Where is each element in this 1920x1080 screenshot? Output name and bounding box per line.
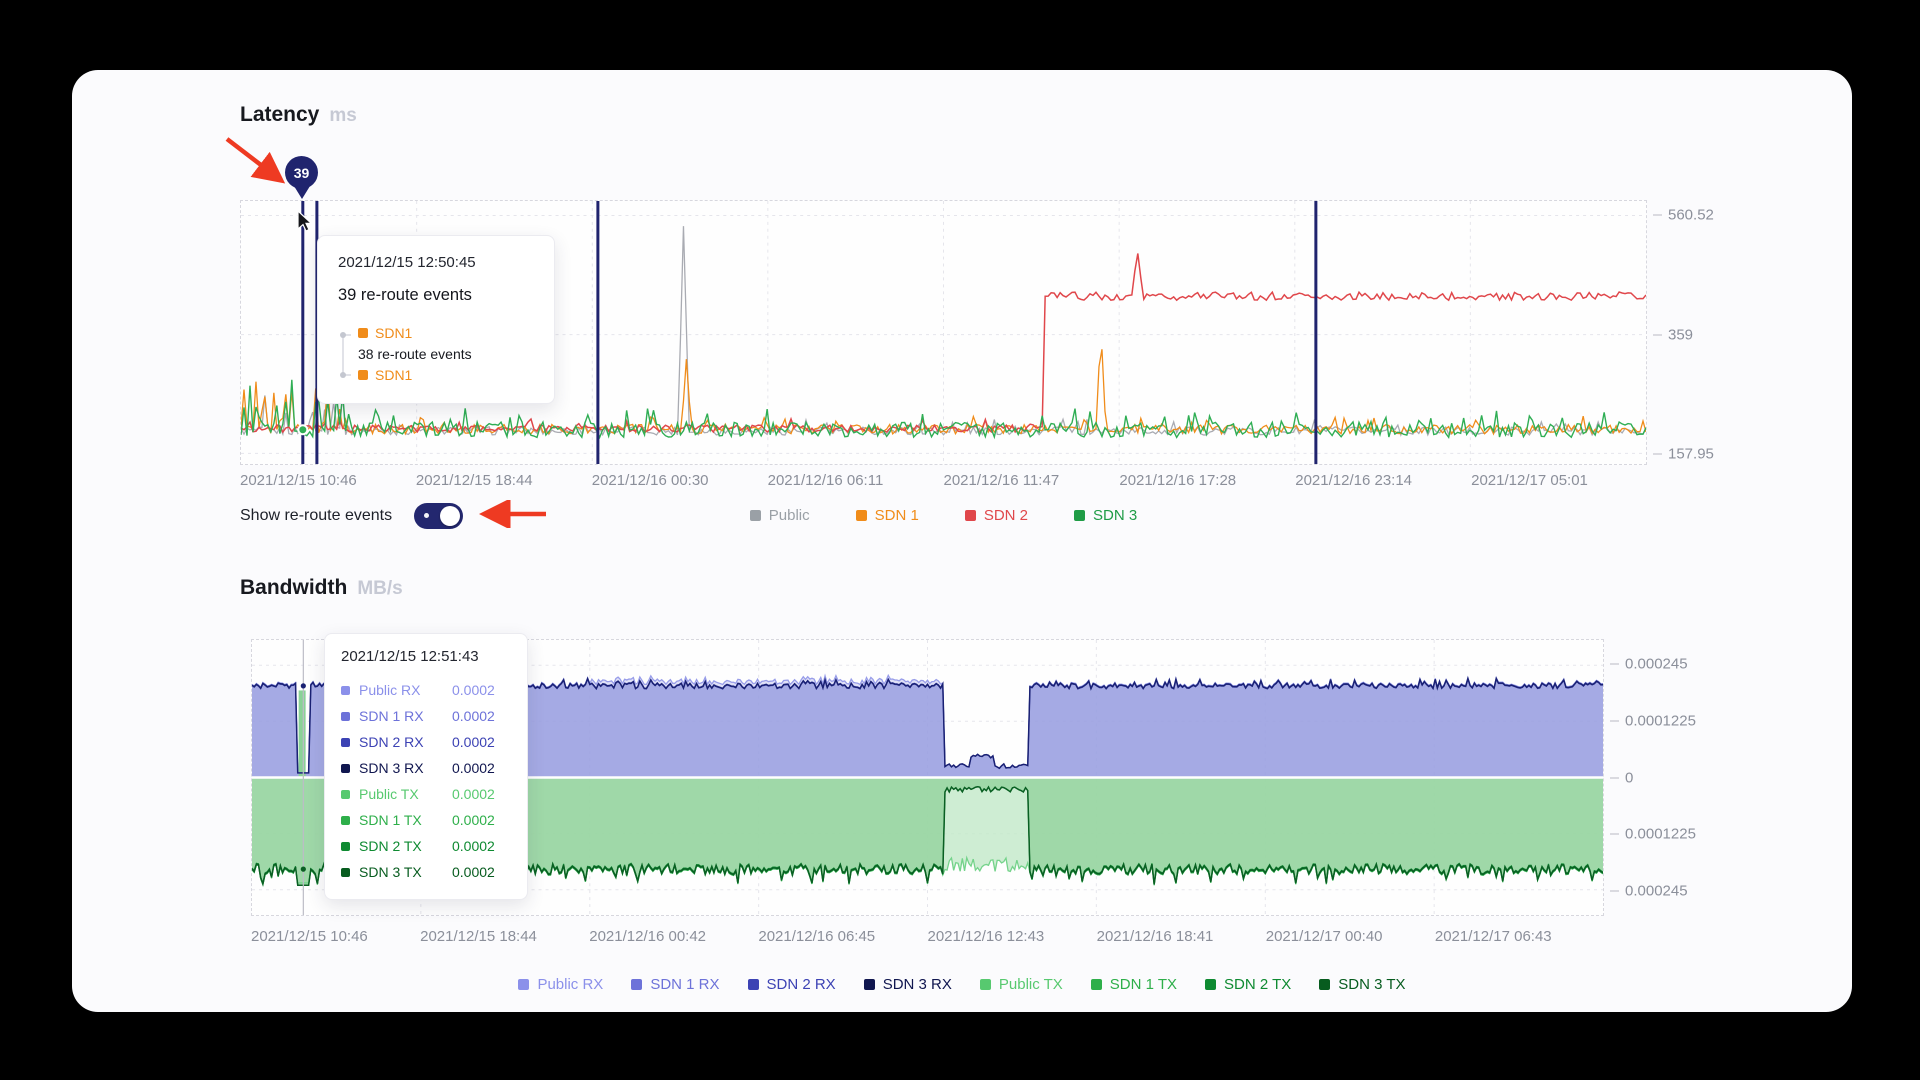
sdn1-swatch <box>358 328 368 338</box>
event-count-pin-tail <box>294 186 310 199</box>
latency-chart-canvas <box>241 201 1646 464</box>
legend-item-sdn1-tx[interactable]: SDN 1 TX <box>1090 976 1177 993</box>
bandwidth-ytick-1: 0.0001225 <box>1610 713 1696 730</box>
tooltip-row-sdn3-rx: SDN 3 RX 0.0002 <box>341 755 511 781</box>
bandwidth-title: Bandwidth MB/s <box>240 576 403 600</box>
latency-ytick-bottom: 157.95 <box>1653 446 1714 463</box>
legend-item-sdn2[interactable]: SDN 2 <box>964 507 1028 524</box>
latency-tooltip-headline: 39 re-route events <box>338 286 472 304</box>
latency-title-text: Latency <box>240 103 320 126</box>
latency-ytick-mid: 359 <box>1653 327 1693 344</box>
x-tick: 2021/12/17 06:43 <box>1434 928 1552 945</box>
x-tick: 2021/12/15 10:46 <box>240 472 357 489</box>
legend-item-public-rx[interactable]: Public RX <box>518 976 603 993</box>
tooltip-series-row: SDN1 <box>358 367 472 383</box>
tooltip-row-sdn2-tx: SDN 2 TX 0.0002 <box>341 833 511 859</box>
x-tick: 2021/12/16 12:43 <box>927 928 1045 945</box>
x-tick: 2021/12/15 18:44 <box>415 472 533 489</box>
legend-item-sdn3[interactable]: SDN 3 <box>1074 507 1137 524</box>
latency-ytick-top: 560.52 <box>1653 207 1714 224</box>
latency-tooltip-timestamp: 2021/12/15 12:50:45 <box>338 254 476 271</box>
bandwidth-ytick-4: 0.000245 <box>1610 883 1688 900</box>
bandwidth-tooltip-timestamp: 2021/12/15 12:51:43 <box>341 648 479 665</box>
bandwidth-title-text: Bandwidth <box>240 576 348 599</box>
toggle-knob <box>440 505 461 526</box>
tree-connector-icon <box>340 332 351 378</box>
tooltip-row-public-tx: Public TX 0.0002 <box>341 781 511 807</box>
x-tick: 2021/12/17 00:40 <box>1265 928 1383 945</box>
legend-item-sdn1-rx[interactable]: SDN 1 RX <box>631 976 720 993</box>
x-tick: 2021/12/16 23:14 <box>1295 472 1413 489</box>
x-tick: 2021/12/15 10:46 <box>251 928 368 945</box>
reroute-toggle[interactable] <box>414 502 464 529</box>
sdn1-swatch <box>358 370 368 380</box>
bandwidth-tooltip: 2021/12/15 12:51:43 Public RX 0.0002 SDN … <box>324 633 528 900</box>
legend-item-sdn3-tx[interactable]: SDN 3 TX <box>1319 976 1406 993</box>
latency-tooltip: 2021/12/15 12:50:45 39 re-route events S… <box>317 235 555 404</box>
tooltip-row-sdn1-tx: SDN 1 TX 0.0002 <box>341 807 511 833</box>
event-count-pin[interactable]: 39 <box>285 156 319 202</box>
bandwidth-ytick-2: 0 <box>1610 770 1633 787</box>
x-tick: 2021/12/16 06:45 <box>758 928 876 945</box>
latency-unit-label: ms <box>329 105 357 126</box>
x-tick: 2021/12/16 00:30 <box>591 472 709 489</box>
legend-item-sdn2-tx[interactable]: SDN 2 TX <box>1205 976 1291 993</box>
x-tick: 2021/12/15 18:44 <box>420 928 537 945</box>
x-tick: 2021/12/17 05:01 <box>1471 472 1588 489</box>
x-tick: 2021/12/16 18:41 <box>1096 928 1214 945</box>
legend-item-public-tx[interactable]: Public TX <box>979 976 1063 993</box>
x-tick: 2021/12/16 00:42 <box>589 928 707 945</box>
tooltip-row-sdn2-rx: SDN 2 RX 0.0002 <box>341 729 511 755</box>
x-tick: 2021/12/16 11:47 <box>943 472 1060 489</box>
legend-item-sdn2-rx[interactable]: SDN 2 RX <box>747 976 836 993</box>
bandwidth-x-axis: 2021/12/15 10:46 2021/12/15 18:44 2021/1… <box>251 928 1604 948</box>
bandwidth-legend: Public RX SDN 1 RX SDN 2 RX SDN 3 RX Pub… <box>72 972 1852 996</box>
x-tick: 2021/12/16 06:11 <box>767 472 884 489</box>
tooltip-row-public-rx: Public RX 0.0002 <box>341 677 511 703</box>
legend-item-sdn1[interactable]: SDN 1 <box>855 507 919 524</box>
toggle-on-dot <box>424 513 430 518</box>
latency-legend: Public SDN 1 SDN 2 SDN 3 <box>240 502 1647 529</box>
legend-item-public[interactable]: Public <box>749 507 810 524</box>
sdn1-label: SDN1 <box>375 325 413 341</box>
red-arrow-to-pin-icon <box>225 137 286 184</box>
bandwidth-ytick-3: 0.0001225 <box>1610 826 1696 843</box>
red-arrow-to-toggle-icon <box>479 500 546 528</box>
sdn1-label: SDN1 <box>375 367 413 383</box>
event-count-pin-value: 39 <box>285 156 318 189</box>
tooltip-event-count-row: 38 re-route events <box>358 346 472 362</box>
tooltip-row-sdn3-tx: SDN 3 TX 0.0002 <box>341 859 511 885</box>
latency-x-axis: 2021/12/15 10:46 2021/12/15 18:44 2021/1… <box>240 472 1647 492</box>
tooltip-series-row: SDN1 <box>358 325 472 341</box>
bandwidth-ytick-0: 0.000245 <box>1610 656 1688 673</box>
x-tick: 2021/12/16 17:28 <box>1119 472 1237 489</box>
bandwidth-chart-canvas <box>252 640 1603 915</box>
dashboard-card: Latency ms 39 2021/12/15 12:50:45 39 re-r… <box>72 70 1852 1012</box>
reroute-toggle-row: Show re-route events <box>240 502 464 529</box>
latency-title: Latency ms <box>240 103 357 127</box>
mouse-cursor-icon <box>297 210 313 232</box>
bandwidth-unit-label: MB/s <box>357 578 403 599</box>
latency-tooltip-tree: SDN1 38 re-route events SDN1 <box>338 325 534 385</box>
tooltip-row-sdn1-rx: SDN 1 RX 0.0002 <box>341 703 511 729</box>
legend-item-sdn3-rx[interactable]: SDN 3 RX <box>863 976 952 993</box>
reroute-toggle-label: Show re-route events <box>240 506 393 524</box>
